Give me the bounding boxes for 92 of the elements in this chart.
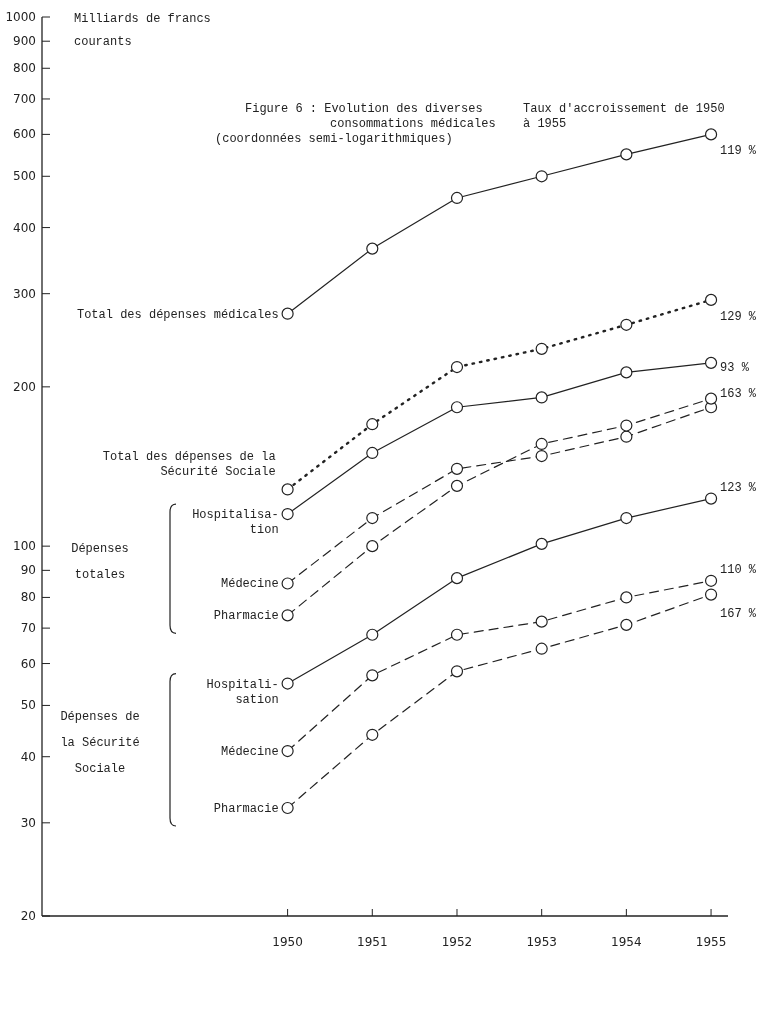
- point: [366, 669, 379, 682]
- y-tick-label: 400: [13, 220, 36, 235]
- point: [535, 391, 548, 404]
- y-axis-title: Milliards de francs courants: [74, 12, 211, 49]
- point: [535, 170, 548, 183]
- series-label: Total des dépenses de la Sécurité Sociale: [102, 450, 276, 480]
- point: [450, 401, 464, 414]
- y-tick-label: 80: [20, 590, 36, 605]
- point: [450, 572, 464, 585]
- point: [620, 430, 633, 443]
- y-tick-label: 300: [13, 286, 36, 301]
- y-tick-label: 50: [20, 698, 36, 713]
- point: [366, 446, 379, 460]
- annotation: 110 %: [720, 562, 757, 577]
- annotation: Taux d'accroissement de 1950 à 1955: [523, 102, 725, 131]
- point: [704, 492, 718, 505]
- y-tick-label: 40: [20, 749, 36, 764]
- point: [704, 588, 718, 601]
- point: [620, 148, 633, 161]
- point: [450, 665, 464, 678]
- x-tick-label: 1951: [357, 935, 388, 949]
- annotation: 129 %: [720, 309, 757, 324]
- point: [281, 307, 294, 320]
- y-tick-label: 30: [20, 815, 36, 830]
- point: [535, 437, 548, 451]
- y-tick-label: 700: [13, 91, 36, 106]
- point: [704, 574, 718, 587]
- point: [281, 483, 294, 496]
- y-tick-label: 100: [13, 539, 36, 554]
- point: [366, 418, 379, 431]
- series-label: Total des dépenses médicales: [76, 307, 279, 322]
- annotation: 167 %: [720, 606, 757, 621]
- point: [450, 628, 464, 641]
- point: [620, 318, 633, 331]
- point: [366, 628, 379, 641]
- point: [704, 356, 718, 369]
- annotation: Dépenses totales: [71, 541, 129, 582]
- y-tick-label: 70: [20, 621, 36, 636]
- point: [281, 577, 294, 590]
- point: [281, 677, 294, 690]
- point: [450, 462, 464, 475]
- point: [450, 360, 464, 374]
- y-tick-label: 20: [20, 909, 36, 923]
- x-tick-label: 1953: [526, 935, 557, 949]
- y-tick-label: 600: [13, 127, 36, 142]
- text: (coordonnées semi-logarithmiques): [215, 132, 453, 146]
- x-tick-label: 1952: [441, 935, 473, 949]
- annotation: 93 %: [720, 360, 750, 375]
- point: [450, 191, 464, 205]
- point: [366, 728, 379, 741]
- point: [704, 128, 718, 141]
- series-label: Médecine: [221, 745, 279, 760]
- point: [366, 242, 379, 255]
- y-tick-label: 500: [13, 169, 36, 184]
- point: [620, 366, 633, 379]
- point: [535, 615, 548, 628]
- annotation: Dépenses de la Sécurité Sociale: [60, 709, 140, 776]
- point: [620, 618, 633, 631]
- point: [620, 511, 633, 525]
- point: [620, 591, 633, 604]
- y-tick-label: 1000: [5, 10, 36, 24]
- point: [281, 801, 294, 815]
- point: [704, 392, 718, 405]
- x-tick-label: 1954: [611, 935, 642, 949]
- y-tick-label: 800: [13, 61, 36, 76]
- y-tick-label: 200: [13, 379, 36, 394]
- point: [281, 744, 294, 758]
- series-label: Médecine: [221, 577, 279, 592]
- point: [281, 507, 294, 521]
- text: Figure 6 : Evolution des diverses consommations médicales: [245, 102, 496, 131]
- series-label: Pharmacie: [213, 609, 279, 624]
- y-tick-label: 60: [20, 656, 36, 671]
- point: [366, 540, 379, 553]
- point: [281, 609, 294, 622]
- series-label: Hospitalisa-tion: [192, 508, 279, 538]
- annotation: 163 %: [720, 386, 757, 401]
- point: [620, 419, 633, 432]
- y-tick-label: 90: [20, 563, 36, 578]
- point: [704, 293, 718, 306]
- point: [535, 642, 548, 655]
- y-tick-label: 900: [13, 34, 36, 49]
- annotation: 123 %: [720, 480, 757, 495]
- point: [535, 342, 548, 355]
- point: [450, 479, 464, 492]
- x-tick-label: 1955: [695, 935, 727, 949]
- x-tick-label: 1950: [272, 935, 303, 949]
- point: [535, 449, 548, 463]
- series-label: Pharmacie: [213, 801, 279, 816]
- point: [535, 537, 548, 550]
- series-label: Hospitali-sation: [206, 677, 279, 707]
- point: [366, 511, 379, 525]
- annotation: 119 %: [720, 144, 757, 159]
